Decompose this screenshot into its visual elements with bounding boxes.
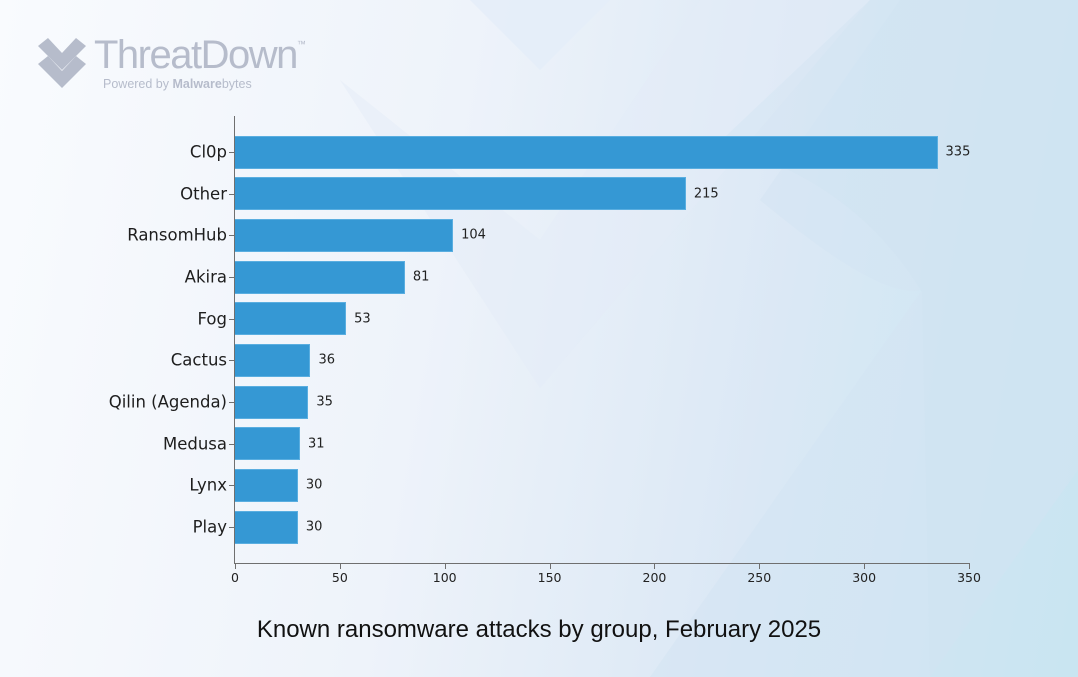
x-tick-mark bbox=[235, 564, 236, 569]
x-tick-mark bbox=[969, 564, 970, 569]
tagline-malware: Malware bbox=[172, 77, 222, 91]
tagline-prefix: Powered by bbox=[103, 77, 173, 91]
x-tick-mark bbox=[339, 564, 341, 569]
bar-lynx bbox=[235, 468, 298, 502]
x-tick-label: 100 bbox=[432, 570, 457, 585]
y-tick-label: Akira bbox=[184, 267, 227, 287]
bar-play bbox=[235, 510, 298, 544]
y-tick-label: Play bbox=[192, 517, 227, 537]
y-tick-mark bbox=[229, 527, 234, 529]
y-tick-mark bbox=[229, 360, 234, 362]
y-tick-label: Cl0p bbox=[189, 142, 227, 162]
x-tick-label: 0 bbox=[231, 570, 239, 585]
x-tick-label: 350 bbox=[957, 570, 981, 585]
y-tick-mark bbox=[229, 443, 234, 445]
x-tick-label: 250 bbox=[747, 570, 772, 585]
tagline-bytes: bytes bbox=[221, 77, 252, 91]
y-tick-mark bbox=[229, 318, 234, 320]
y-tick-label: Qilin (Agenda) bbox=[108, 392, 227, 412]
bar-qilin-agenda bbox=[235, 385, 309, 419]
bar-value-label: 335 bbox=[945, 144, 971, 160]
logo-trademark: ™ bbox=[296, 39, 306, 49]
bar-value-label: 36 bbox=[318, 352, 336, 368]
bar-value-label: 215 bbox=[693, 186, 719, 202]
bar-other bbox=[235, 177, 686, 211]
bar-ransomhub bbox=[235, 218, 454, 252]
bar-value-label: 53 bbox=[354, 311, 371, 327]
bar-cl0p bbox=[235, 135, 938, 169]
logo-wordmark: ThreatDown™ bbox=[94, 33, 306, 78]
bar-value-label: 30 bbox=[305, 477, 323, 493]
x-tick-label: 50 bbox=[331, 570, 348, 585]
x-tick-mark bbox=[444, 564, 446, 569]
logo-word-threat: Threat bbox=[94, 33, 202, 77]
bar-cactus bbox=[235, 343, 311, 377]
y-tick-mark bbox=[229, 152, 234, 153]
logo-word-down: Down bbox=[200, 33, 299, 77]
bar-medusa bbox=[235, 427, 300, 461]
bar-fog bbox=[235, 302, 347, 336]
y-tick-label: Medusa bbox=[162, 434, 227, 454]
double-chevron-logo-icon bbox=[38, 38, 86, 88]
y-tick-label: Other bbox=[180, 184, 227, 204]
y-tick-mark bbox=[229, 485, 234, 487]
x-tick-label: 150 bbox=[537, 570, 562, 585]
bar-value-label: 31 bbox=[308, 436, 325, 452]
x-axis-line bbox=[234, 563, 970, 564]
bar-akira bbox=[235, 260, 405, 294]
x-tick-mark bbox=[654, 564, 656, 569]
y-tick-label: Cactus bbox=[170, 350, 227, 370]
x-tick-label: 200 bbox=[642, 570, 667, 585]
y-tick-mark bbox=[229, 277, 234, 278]
bar-value-label: 30 bbox=[305, 519, 323, 535]
y-tick-label: RansomHub bbox=[127, 225, 227, 245]
y-tick-mark bbox=[229, 402, 234, 404]
bar-value-label: 104 bbox=[461, 227, 486, 243]
y-tick-label: Lynx bbox=[189, 475, 227, 495]
logo-tagline: Powered by Malwarebytes bbox=[103, 77, 252, 91]
y-tick-mark bbox=[229, 235, 234, 237]
x-tick-mark bbox=[759, 564, 761, 569]
bar-value-label: 81 bbox=[412, 269, 430, 285]
chart-title: Known ransomware attacks by group, Febru… bbox=[256, 616, 822, 643]
x-tick-label: 300 bbox=[852, 570, 877, 585]
x-tick-mark bbox=[549, 564, 551, 569]
y-tick-mark bbox=[229, 193, 234, 195]
y-axis-line bbox=[234, 116, 235, 564]
bar-value-label: 35 bbox=[316, 394, 333, 410]
x-tick-mark bbox=[864, 564, 866, 569]
y-tick-label: Fog bbox=[197, 309, 227, 329]
